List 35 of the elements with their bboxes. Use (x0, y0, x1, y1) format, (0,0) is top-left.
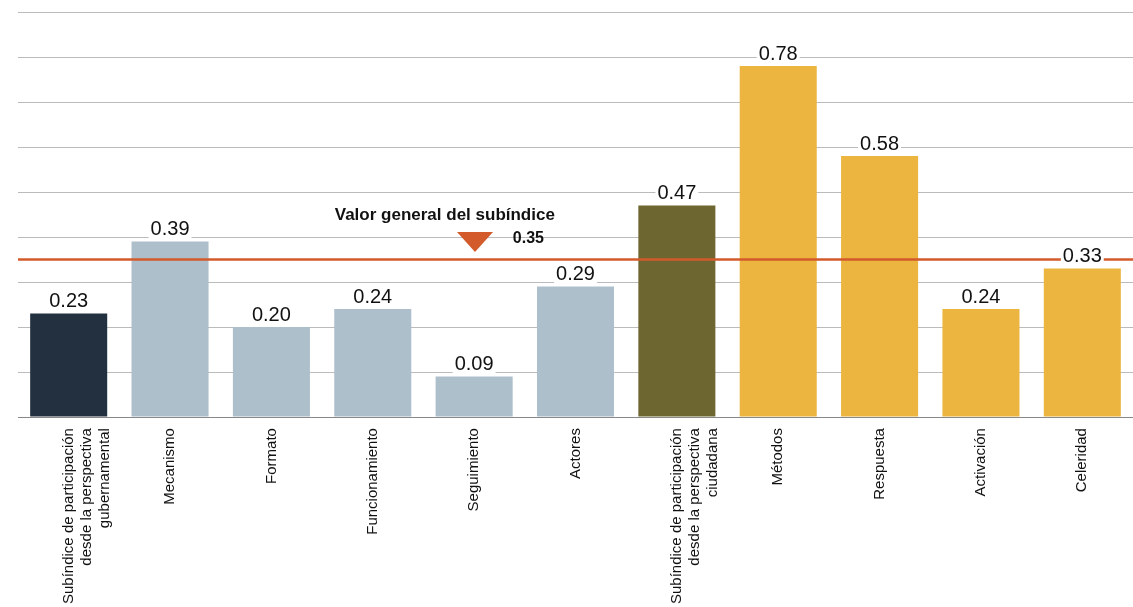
ref-line-label: Valor general del subíndice (334, 204, 555, 224)
bar (1043, 268, 1121, 417)
annotation: 0.35 (512, 228, 545, 246)
data-label: 0.24 (353, 284, 393, 307)
bar (30, 313, 108, 417)
bar (638, 205, 716, 417)
x-tick-label: Mecanismo (160, 428, 178, 505)
data-label: 0.58 (860, 131, 900, 154)
x-tick-label: Seguimiento (464, 428, 482, 512)
data-label: 0.23 (49, 289, 89, 312)
x-tick-label: Respuesta (869, 427, 887, 500)
x-tick-label: Funcionamiento (362, 428, 380, 535)
x-tick-label: Activación (971, 428, 989, 497)
x-tick-label: Métodos (768, 428, 786, 486)
data-label: 0.39 (150, 217, 190, 240)
bar (536, 286, 615, 417)
bar (942, 309, 1020, 417)
data-label: 0.09 (454, 352, 494, 375)
bar (739, 66, 817, 417)
data-label: 0.24 (961, 284, 1001, 307)
data-label: 0.47 (657, 181, 697, 204)
bar (841, 156, 919, 417)
bar (334, 309, 412, 417)
bar (131, 241, 209, 417)
x-tick-label: Celeridad (1072, 428, 1090, 493)
data-label: 0.78 (758, 41, 798, 64)
x-tick-label: Subíndice de participación desde la perspectiva gubernamental (58, 427, 112, 604)
data-label: 0.29 (556, 262, 595, 285)
x-tick-label: Subíndice de participación desde la perspectiva ciudadana (667, 427, 720, 604)
x-tick-label: Formato (261, 428, 279, 484)
data-label: 0.20 (251, 302, 291, 325)
bar (435, 376, 513, 417)
data-label: 0.33 (1062, 244, 1102, 267)
x-tick-label: Actores (565, 428, 583, 479)
bar (232, 327, 310, 417)
